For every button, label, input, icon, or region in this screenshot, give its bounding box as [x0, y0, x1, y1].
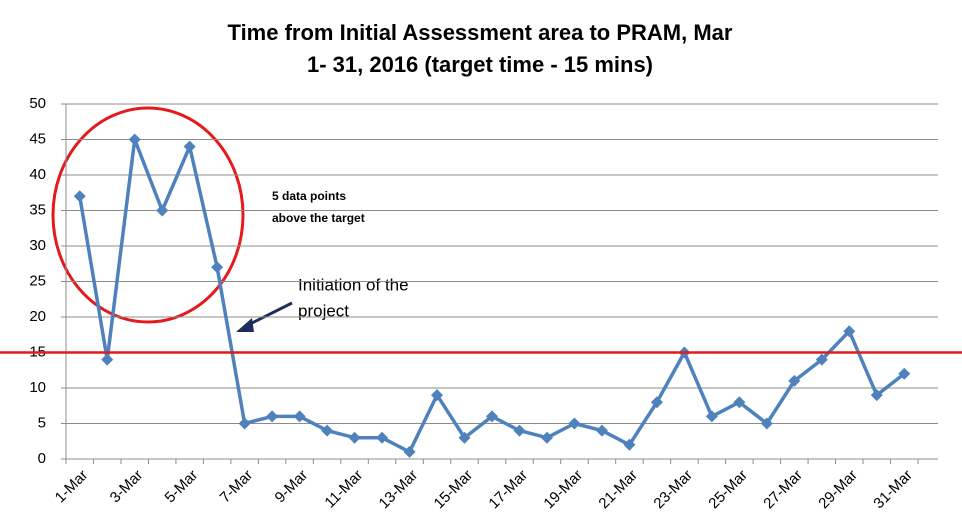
chart-title: 1- 31, 2016 (target time - 15 mins): [307, 52, 653, 77]
x-tick-label: 17-Mar: [485, 467, 531, 513]
y-tick-label: 50: [29, 95, 46, 112]
arrow-head: [236, 318, 254, 332]
y-tick-label: 0: [38, 450, 46, 467]
data-point: [211, 261, 224, 274]
data-point: [101, 353, 114, 366]
data-point: [650, 396, 663, 409]
x-tick-label: 1-Mar: [52, 467, 92, 507]
y-tick-label: 35: [29, 201, 46, 218]
arrow: [245, 301, 293, 328]
chart-title: Time from Initial Assessment area to PRA…: [228, 20, 733, 45]
data-point: [486, 410, 498, 423]
data-point: [870, 389, 883, 402]
annotation: Initiation of the: [298, 275, 409, 294]
data-point: [183, 140, 196, 153]
x-tick-label: 19-Mar: [540, 467, 586, 513]
x-tick-label: 11-Mar: [321, 467, 366, 512]
data-point: [156, 204, 169, 217]
x-tick-label: 23-Mar: [650, 467, 696, 513]
data-point: [595, 424, 608, 437]
data-point: [788, 374, 801, 387]
data-point: [705, 410, 718, 423]
x-tick-label: 13-Mar: [376, 467, 422, 513]
x-tick-label: 5-Mar: [162, 467, 202, 507]
x-tick-label: 31-Mar: [870, 467, 916, 513]
highlight-circle: [51, 106, 245, 324]
data-point: [540, 431, 553, 444]
data-point: [376, 431, 389, 444]
data-point: [760, 417, 773, 430]
y-tick-label: 10: [29, 379, 46, 396]
data-point: [238, 417, 251, 430]
x-tick-label: 27-Mar: [760, 467, 806, 513]
data-point: [266, 410, 279, 423]
data-point: [293, 410, 306, 423]
x-tick-label: 25-Mar: [705, 467, 751, 513]
data-line: [78, 137, 906, 454]
data-point: [733, 396, 746, 409]
data-point: [321, 424, 334, 437]
data-point: [458, 431, 471, 444]
data-point: [431, 389, 444, 402]
data-point: [513, 424, 526, 437]
x-tick-label: 7-Mar: [217, 467, 257, 507]
data-point: [623, 438, 636, 451]
data-point: [815, 353, 828, 366]
data-point: [403, 445, 416, 458]
data-point: [128, 133, 141, 146]
annotation: above the target: [272, 211, 365, 225]
x-tick-label: 29-Mar: [815, 467, 861, 513]
annotation: 5 data points: [272, 189, 346, 203]
y-tick-label: 5: [38, 414, 46, 431]
data-point: [568, 417, 581, 430]
x-tick-label: 21-Mar: [595, 467, 641, 513]
x-tick-label: 3-Mar: [107, 467, 147, 507]
annotation: project: [298, 301, 349, 320]
y-tick-label: 40: [29, 166, 46, 183]
data-point: [843, 325, 856, 338]
data-point: [898, 367, 911, 380]
y-tick-label: 45: [29, 130, 46, 147]
x-tick-label: 9-Mar: [272, 467, 312, 507]
grid: [66, 103, 938, 460]
y-tick-label: 20: [29, 308, 46, 325]
x-tick-label: 15-Mar: [431, 467, 477, 513]
y-tick-label: 25: [29, 272, 46, 289]
y-tick-label: 30: [29, 237, 46, 254]
data-point: [73, 190, 86, 203]
data-point: [348, 431, 361, 444]
